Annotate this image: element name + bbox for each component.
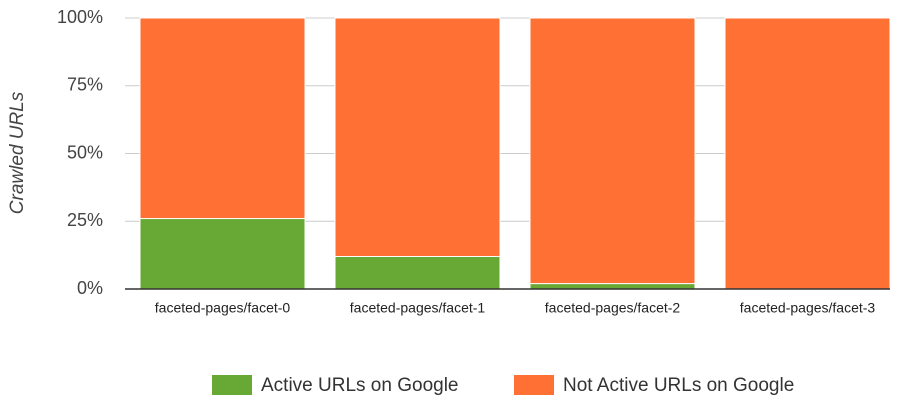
bar-segment (139, 218, 306, 290)
x-tick-label: faceted-pages/facet-2 (545, 300, 681, 316)
bar-segment (724, 17, 891, 290)
bar-segment (529, 17, 696, 285)
y-tick-label: 25% (67, 210, 103, 230)
y-tick-label: 100% (57, 7, 103, 27)
legend-swatch (212, 375, 252, 395)
x-tick-label: faceted-pages/facet-3 (740, 300, 876, 316)
x-tick-label: faceted-pages/facet-1 (350, 300, 486, 316)
bar-segment (529, 283, 696, 290)
y-tick-label: 50% (67, 142, 103, 162)
legend-label: Not Active URLs on Google (563, 375, 794, 396)
bar-segment (334, 17, 501, 257)
x-tick-label: faceted-pages/facet-0 (155, 300, 291, 316)
y-axis-label: Crawled URLs (7, 91, 28, 214)
y-tick-label: 75% (67, 75, 103, 95)
y-tick-label: 0% (77, 278, 103, 298)
legend-label: Active URLs on Google (261, 375, 459, 396)
legend-swatch (514, 375, 554, 395)
bar-segment (334, 255, 501, 290)
bar-segment (139, 17, 306, 220)
